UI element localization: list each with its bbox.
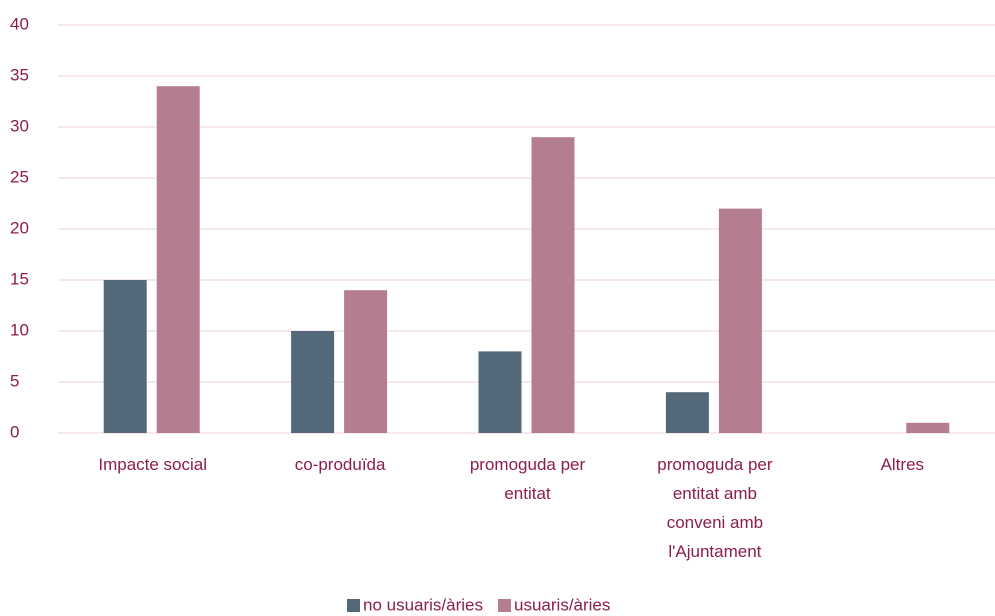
y-tick-label: 40 <box>10 14 29 33</box>
bar <box>531 137 575 433</box>
y-tick-label: 35 <box>10 65 29 84</box>
bar <box>718 208 762 433</box>
legend-label: no usuaris/àries <box>363 595 483 614</box>
x-tick-label: Impacte social <box>98 455 207 474</box>
y-tick-label: 25 <box>10 167 29 186</box>
bar <box>478 351 522 433</box>
bar <box>156 86 200 433</box>
y-tick-label: 20 <box>10 218 29 237</box>
legend-swatch <box>347 599 360 612</box>
y-tick-label: 30 <box>10 116 29 135</box>
bar <box>291 331 335 433</box>
x-tick-label: Altres <box>881 455 924 474</box>
legend-label: usuaris/àries <box>514 595 610 614</box>
y-tick-label: 15 <box>10 269 29 288</box>
bar <box>344 290 388 433</box>
bar <box>665 392 709 433</box>
y-tick-label: 0 <box>10 422 19 441</box>
x-tick-label: co-produïda <box>295 455 386 474</box>
bar <box>906 422 950 433</box>
legend-swatch <box>498 599 512 612</box>
bar <box>103 280 147 433</box>
y-tick-label: 5 <box>10 371 19 390</box>
x-tick-label: promoguda per entitat amb conveni amb l'Aju… <box>657 455 773 561</box>
y-tick-label: 10 <box>10 320 29 339</box>
x-tick-label: promoguda per entitat <box>470 455 586 503</box>
